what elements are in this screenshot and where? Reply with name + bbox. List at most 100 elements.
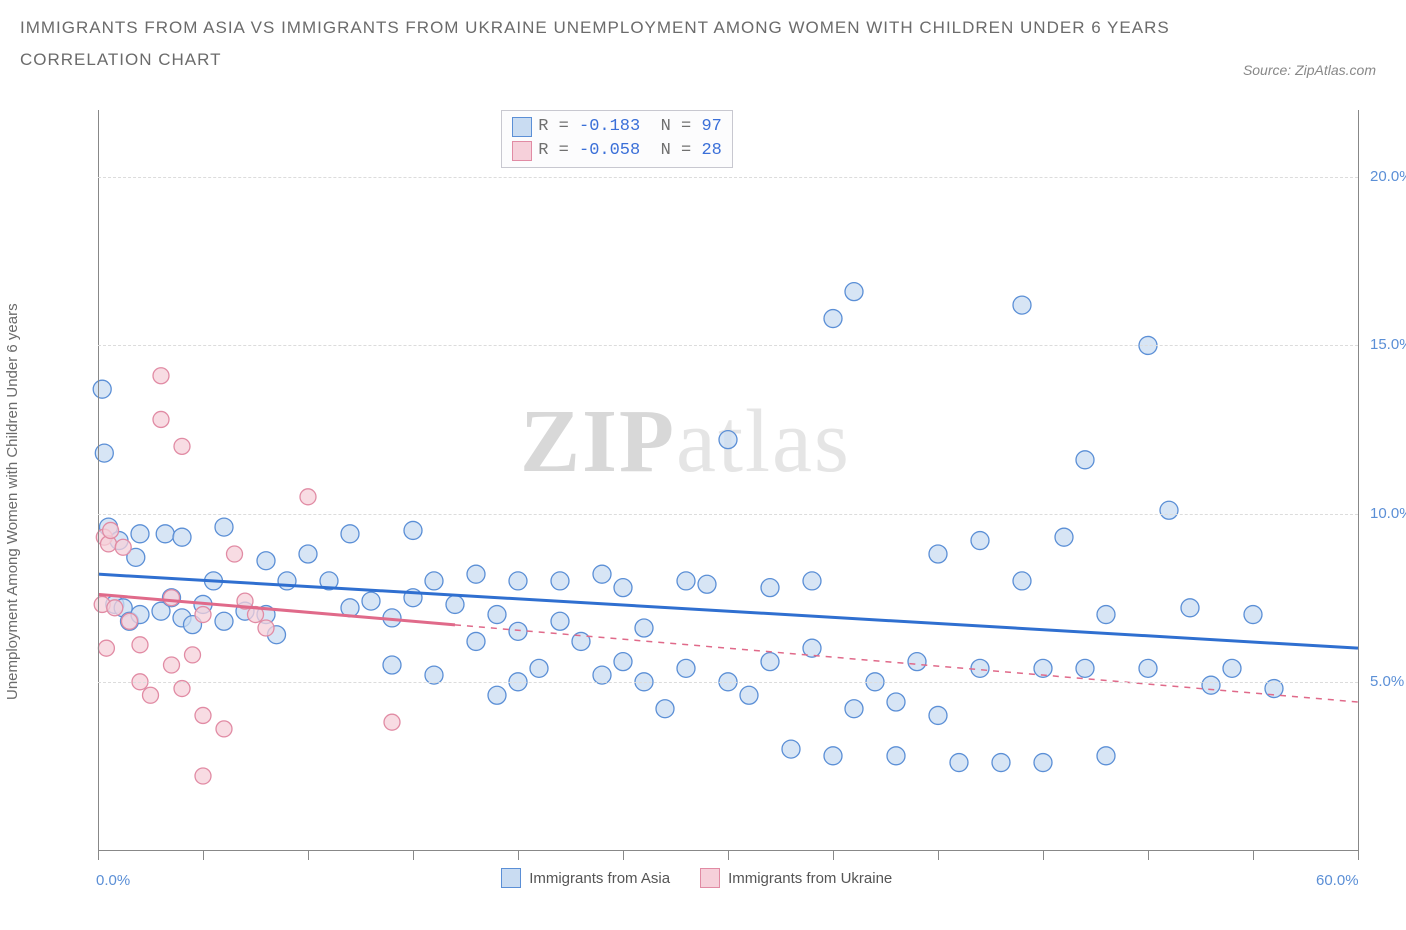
data-point-ukraine	[164, 590, 180, 606]
data-point-ukraine	[115, 539, 131, 555]
data-point-ukraine	[153, 368, 169, 384]
x-tick	[203, 850, 204, 860]
data-point-asia	[887, 747, 905, 765]
data-point-asia	[425, 572, 443, 590]
data-point-asia	[215, 612, 233, 630]
data-point-ukraine	[103, 522, 119, 538]
data-point-asia	[1202, 676, 1220, 694]
legend-swatch	[512, 117, 532, 137]
data-point-asia	[824, 310, 842, 328]
y-axis-label: Unemployment Among Women with Children U…	[4, 303, 21, 700]
data-point-asia	[1076, 659, 1094, 677]
chart-title-line1: IMMIGRANTS FROM ASIA VS IMMIGRANTS FROM …	[20, 18, 1386, 38]
data-point-asia	[1097, 606, 1115, 624]
data-point-ukraine	[195, 607, 211, 623]
data-point-ukraine	[164, 657, 180, 673]
stats-box: R = -0.183 N = 97R = -0.058 N = 28	[501, 110, 733, 168]
data-point-asia	[1139, 659, 1157, 677]
data-point-ukraine	[122, 613, 138, 629]
legend-swatch	[501, 868, 521, 888]
data-point-asia	[887, 693, 905, 711]
x-tick	[623, 850, 624, 860]
legend-item: Immigrants from Asia	[501, 868, 670, 888]
data-point-asia	[635, 619, 653, 637]
chart-title-line2: CORRELATION CHART	[20, 38, 222, 70]
data-point-ukraine	[195, 768, 211, 784]
legend-label: Immigrants from Asia	[529, 870, 670, 887]
y-tick-label: 20.0%	[1370, 168, 1406, 185]
x-min-label: 0.0%	[96, 872, 130, 889]
stats-row: R = -0.058 N = 28	[512, 139, 722, 163]
data-point-asia	[971, 659, 989, 677]
data-point-asia	[824, 747, 842, 765]
gridline	[98, 177, 1358, 178]
data-point-ukraine	[174, 438, 190, 454]
y-axis-line	[98, 110, 99, 850]
data-point-asia	[1013, 296, 1031, 314]
data-point-ukraine	[143, 687, 159, 703]
y-tick-label: 10.0%	[1370, 505, 1406, 522]
data-point-asia	[551, 572, 569, 590]
data-point-ukraine	[227, 546, 243, 562]
data-point-asia	[698, 575, 716, 593]
x-tick	[1043, 850, 1044, 860]
x-tick	[413, 850, 414, 860]
data-point-asia	[509, 572, 527, 590]
data-point-asia	[614, 653, 632, 671]
data-point-ukraine	[195, 707, 211, 723]
gridline	[98, 345, 1358, 346]
data-point-asia	[1076, 451, 1094, 469]
x-tick	[938, 850, 939, 860]
legend-swatch	[512, 141, 532, 161]
data-point-asia	[1055, 528, 1073, 546]
data-point-asia	[488, 606, 506, 624]
data-point-asia	[215, 518, 233, 536]
data-point-asia	[299, 545, 317, 563]
data-point-asia	[929, 545, 947, 563]
data-point-ukraine	[216, 721, 232, 737]
data-point-asia	[156, 525, 174, 543]
data-point-asia	[803, 572, 821, 590]
data-point-asia	[677, 572, 695, 590]
data-point-ukraine	[384, 714, 400, 730]
data-point-asia	[719, 431, 737, 449]
data-point-ukraine	[258, 620, 274, 636]
x-tick	[308, 850, 309, 860]
data-point-asia	[950, 754, 968, 772]
data-point-asia	[530, 659, 548, 677]
stats-row: R = -0.183 N = 97	[512, 115, 722, 139]
data-point-asia	[341, 525, 359, 543]
data-point-asia	[845, 700, 863, 718]
data-point-asia	[593, 565, 611, 583]
data-point-asia	[383, 656, 401, 674]
data-point-asia	[488, 686, 506, 704]
data-point-asia	[971, 532, 989, 550]
data-point-ukraine	[98, 640, 114, 656]
data-point-asia	[1097, 747, 1115, 765]
data-point-ukraine	[185, 647, 201, 663]
x-tick	[518, 850, 519, 860]
data-point-asia	[93, 380, 111, 398]
data-point-asia	[467, 565, 485, 583]
data-point-asia	[131, 525, 149, 543]
x-tick	[728, 850, 729, 860]
y-tick-label: 5.0%	[1370, 673, 1406, 690]
data-point-asia	[1013, 572, 1031, 590]
data-point-asia	[467, 632, 485, 650]
data-point-asia	[1181, 599, 1199, 617]
x-tick	[1358, 850, 1359, 860]
legend-swatch	[700, 868, 720, 888]
x-tick	[1253, 850, 1254, 860]
data-point-asia	[551, 612, 569, 630]
data-point-asia	[1244, 606, 1262, 624]
data-point-asia	[992, 754, 1010, 772]
x-tick	[833, 850, 834, 860]
data-point-asia	[614, 579, 632, 597]
legend: Immigrants from AsiaImmigrants from Ukra…	[501, 868, 892, 888]
regression-line-ukraine-ext	[455, 625, 1358, 702]
data-point-asia	[677, 659, 695, 677]
data-point-asia	[1223, 659, 1241, 677]
source-citation: Source: ZipAtlas.com	[1243, 62, 1376, 78]
data-point-asia	[1034, 754, 1052, 772]
data-point-asia	[446, 595, 464, 613]
